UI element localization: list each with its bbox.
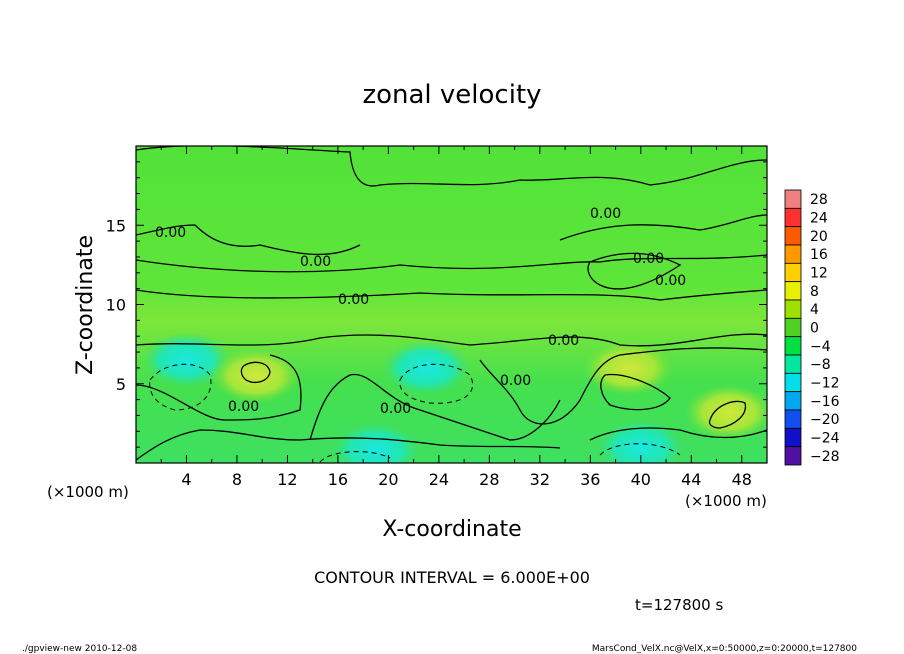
x-tick-label: 8 bbox=[232, 470, 242, 489]
contour-label: 0.00 bbox=[633, 251, 664, 267]
colorbar-segment bbox=[784, 354, 802, 374]
x-axis-label: X-coordinate bbox=[382, 517, 521, 542]
colorbar-segment bbox=[784, 226, 802, 246]
contour-line bbox=[136, 289, 767, 301]
contour-line bbox=[136, 429, 561, 461]
chart-title: zonal velocity bbox=[362, 80, 541, 110]
colorbar-label: 8 bbox=[810, 284, 819, 300]
negative-anomaly bbox=[330, 422, 421, 463]
contour-line bbox=[559, 214, 767, 241]
x-tick-label: 40 bbox=[631, 470, 651, 489]
contour-line bbox=[479, 347, 767, 425]
colorbar-segment bbox=[784, 189, 802, 209]
colorbar-segment bbox=[784, 409, 802, 429]
colorbar-label: 12 bbox=[810, 266, 828, 282]
y-axis-label: Z-coordinate bbox=[73, 235, 98, 375]
footer-right: MarsCond_VelX.nc@VelX,x=0:50000,z=0:2000… bbox=[592, 644, 857, 654]
x-tick-label: 4 bbox=[181, 470, 191, 489]
contour-label: 0.00 bbox=[338, 292, 369, 308]
contour-interval: CONTOUR INTERVAL = 6.000E+00 bbox=[314, 568, 590, 587]
contour-label: 0.00 bbox=[155, 225, 186, 241]
contour-labels: 0.00 0.00 0.00 0.00 0.00 0.00 0.00 0.00 … bbox=[155, 206, 686, 417]
colorbar-segment bbox=[784, 391, 802, 411]
colorbar-label: 4 bbox=[810, 302, 819, 318]
contour-line bbox=[136, 354, 302, 421]
contour-line bbox=[136, 224, 361, 256]
x-tick-label: 28 bbox=[479, 470, 499, 489]
colorbar-label: 28 bbox=[810, 192, 828, 208]
contour-label: 0.00 bbox=[300, 254, 331, 270]
contour-line bbox=[136, 146, 767, 187]
x-tick-label: 12 bbox=[277, 470, 297, 489]
colorbar-label: −16 bbox=[810, 394, 840, 410]
contour-label: 0.00 bbox=[655, 273, 686, 289]
y-tick-label: 10 bbox=[106, 296, 126, 315]
negative-contour bbox=[319, 451, 391, 463]
x-tick-label: 20 bbox=[378, 470, 398, 489]
contour-label: 0.00 bbox=[228, 399, 259, 415]
colorbar-segment bbox=[784, 317, 802, 338]
colorbar-segment bbox=[784, 446, 802, 466]
x-tick-label: 48 bbox=[732, 470, 752, 489]
colorbar-segment bbox=[784, 281, 802, 301]
colorbar-segment bbox=[784, 244, 802, 264]
contour-line bbox=[136, 333, 767, 347]
contour-label: 0.00 bbox=[548, 333, 579, 349]
contour-label: 0.00 bbox=[590, 206, 621, 222]
colorbar-segment bbox=[784, 262, 802, 283]
colorbar-label: 24 bbox=[810, 211, 828, 227]
positive-anomaly bbox=[210, 347, 301, 404]
colorbar-segment bbox=[784, 372, 802, 393]
contour-line bbox=[136, 254, 767, 273]
colorbar-label: −24 bbox=[810, 431, 840, 447]
x-tick-label: 32 bbox=[530, 470, 550, 489]
colorbar-label: −4 bbox=[810, 339, 831, 355]
x-tick-label: 24 bbox=[429, 470, 449, 489]
plot-area: 0.00 0.00 0.00 0.00 0.00 0.00 0.00 0.00 … bbox=[136, 146, 767, 463]
colorbar-label: −12 bbox=[810, 376, 840, 392]
x-unit-left: (×1000 m) bbox=[47, 483, 129, 501]
y-axis: 5 10 15 bbox=[106, 161, 767, 448]
contour-label: 0.00 bbox=[500, 373, 531, 389]
colorbar-label: −20 bbox=[810, 412, 840, 428]
contour-line bbox=[309, 373, 561, 441]
footer-left: ./gpview-new 2010-12-08 bbox=[22, 644, 137, 654]
positive-anomaly bbox=[583, 339, 674, 396]
x-unit-right: (×1000 m) bbox=[685, 492, 767, 510]
time-label: t=127800 s bbox=[635, 596, 723, 614]
colorbar-label: −28 bbox=[810, 449, 840, 465]
contour-line bbox=[708, 400, 747, 429]
x-axis: 4 8 12 16 20 24 28 32 36 40 44 48 bbox=[160, 146, 752, 489]
contour-line bbox=[589, 427, 767, 441]
contour-line bbox=[587, 252, 682, 290]
negative-contours bbox=[149, 363, 681, 463]
contour-line bbox=[240, 361, 271, 383]
colorbar-label: 16 bbox=[810, 247, 828, 263]
colorbar-segment bbox=[784, 207, 802, 228]
positive-anomaly bbox=[684, 384, 767, 441]
negative-contour bbox=[149, 363, 212, 411]
colorbar-segment bbox=[784, 299, 802, 319]
plot-background bbox=[136, 146, 767, 463]
x-tick-label: 16 bbox=[328, 470, 348, 489]
contour-label: 0.00 bbox=[380, 401, 411, 417]
colorbar-label: −8 bbox=[810, 357, 831, 373]
colorbar-segment bbox=[784, 427, 802, 448]
zero-contours bbox=[136, 146, 767, 461]
colorbar-label: 0 bbox=[810, 321, 819, 337]
contour-line bbox=[600, 373, 671, 411]
field-features bbox=[141, 331, 767, 463]
negative-contour bbox=[599, 443, 681, 456]
colorbar: 28 24 20 16 12 8 4 0 −4 −8 −12 −16 −20 −24 −28 bbox=[784, 189, 840, 466]
y-tick-label: 15 bbox=[106, 216, 126, 235]
x-tick-label: 44 bbox=[681, 470, 701, 489]
x-tick-label: 36 bbox=[580, 470, 600, 489]
negative-anomaly bbox=[381, 339, 472, 396]
y-tick-label: 5 bbox=[116, 375, 126, 394]
colorbar-label: 20 bbox=[810, 229, 828, 245]
colorbar-segment bbox=[784, 336, 802, 356]
